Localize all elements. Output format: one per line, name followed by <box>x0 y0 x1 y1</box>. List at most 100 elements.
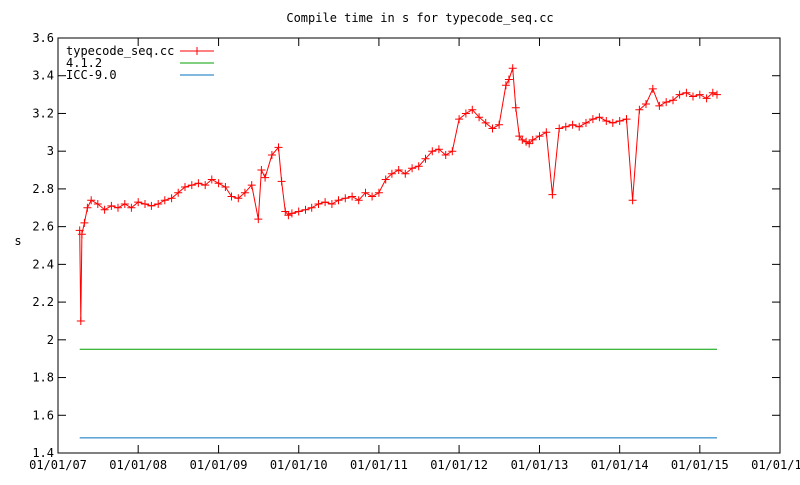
legend-label: 4.1.2 <box>66 56 102 70</box>
data-point <box>327 200 336 208</box>
data-point <box>488 124 497 133</box>
y-tick-label: 3.6 <box>32 31 54 45</box>
data-point <box>662 98 671 107</box>
data-point <box>655 101 664 110</box>
x-tick-label: 01/01/07 <box>29 458 87 472</box>
y-tick-label: 3.2 <box>32 106 54 120</box>
data-point <box>702 94 711 103</box>
y-tick-label: 3 <box>47 144 54 158</box>
data-point <box>87 196 96 205</box>
data-point <box>615 117 624 125</box>
data-point <box>387 169 396 178</box>
data-point <box>301 205 310 214</box>
data-point <box>257 166 266 174</box>
y-tick-label: 2.6 <box>32 220 54 234</box>
data-point <box>568 120 577 129</box>
data-point <box>588 115 597 124</box>
data-point <box>695 90 704 99</box>
y-tick-label: 1.4 <box>32 446 54 460</box>
data-point <box>284 211 293 220</box>
data-point <box>455 115 464 124</box>
data-point <box>481 118 490 127</box>
plot-frame <box>57 37 781 454</box>
data-point <box>107 201 116 210</box>
data-point <box>401 169 410 178</box>
data-point <box>134 198 143 207</box>
data-point <box>394 166 403 174</box>
data-point <box>247 181 256 190</box>
data-point <box>240 188 249 197</box>
data-point <box>114 203 122 212</box>
data-point <box>708 88 717 97</box>
data-point <box>167 194 176 203</box>
data-point <box>261 173 270 182</box>
data-point <box>421 154 430 163</box>
data-point <box>348 192 357 201</box>
data-point <box>120 200 129 208</box>
data-point <box>368 192 377 201</box>
data-point <box>267 151 276 159</box>
data-point <box>141 200 149 208</box>
data-point <box>187 181 196 190</box>
data-point <box>408 164 417 173</box>
data-point <box>525 139 534 148</box>
data-point <box>475 113 484 122</box>
data-point <box>381 175 390 184</box>
data-point <box>201 181 210 190</box>
y-tick-label: 1.6 <box>32 408 54 422</box>
data-point <box>713 90 721 99</box>
data-point <box>561 122 570 131</box>
x-tick-label: 01/01/16 <box>751 458 800 472</box>
data-point <box>100 205 109 214</box>
x-tick-label: 01/01/13 <box>511 458 569 472</box>
data-point <box>648 84 657 93</box>
y-tick-label: 2.4 <box>32 257 54 271</box>
data-point <box>495 120 504 129</box>
legend-label: typecode_seq.cc <box>66 44 174 58</box>
data-point <box>341 194 350 203</box>
data-point <box>227 192 236 201</box>
data-point <box>501 81 510 90</box>
data-point <box>548 190 557 199</box>
data-point <box>595 113 604 122</box>
data-point <box>181 183 189 191</box>
data-point <box>307 203 316 212</box>
data-point <box>675 90 684 99</box>
data-point <box>76 317 85 325</box>
data-point <box>689 92 697 101</box>
data-point <box>628 196 637 205</box>
data-point <box>441 151 450 159</box>
data-point <box>374 188 383 197</box>
data-point <box>642 100 650 108</box>
data-point <box>622 115 631 124</box>
x-tick-label: 01/01/08 <box>109 458 167 472</box>
data-point <box>555 124 564 133</box>
y-axis-ticks: 1.4 1.6 1.8 2 2.2 2.4 2.6 2.8 3 3.2 3.4 3.6 <box>32 31 780 460</box>
data-point <box>528 135 537 144</box>
y-tick-label: 2.2 <box>32 295 54 309</box>
data-point <box>504 75 513 84</box>
data-point <box>518 135 527 144</box>
data-point <box>147 201 156 210</box>
x-tick-label: 01/01/10 <box>270 458 328 472</box>
data-point <box>361 188 370 197</box>
data-point <box>575 122 584 131</box>
x-axis-ticks: 01/01/07 01/01/08 01/01/09 01/01/10 01/01/11… <box>29 38 800 472</box>
data-point <box>535 132 544 141</box>
data-point <box>160 196 169 205</box>
series-layer <box>75 64 721 439</box>
chart-title: Compile time in s for typecode_seq.cc <box>286 11 553 25</box>
data-point <box>635 105 644 114</box>
data-point <box>294 207 303 216</box>
data-point <box>508 64 517 73</box>
data-point <box>194 179 203 188</box>
data-point <box>214 179 223 188</box>
data-point <box>608 118 617 127</box>
data-point <box>448 147 457 156</box>
data-point <box>602 117 611 125</box>
data-point <box>428 147 437 156</box>
data-point <box>93 200 102 208</box>
